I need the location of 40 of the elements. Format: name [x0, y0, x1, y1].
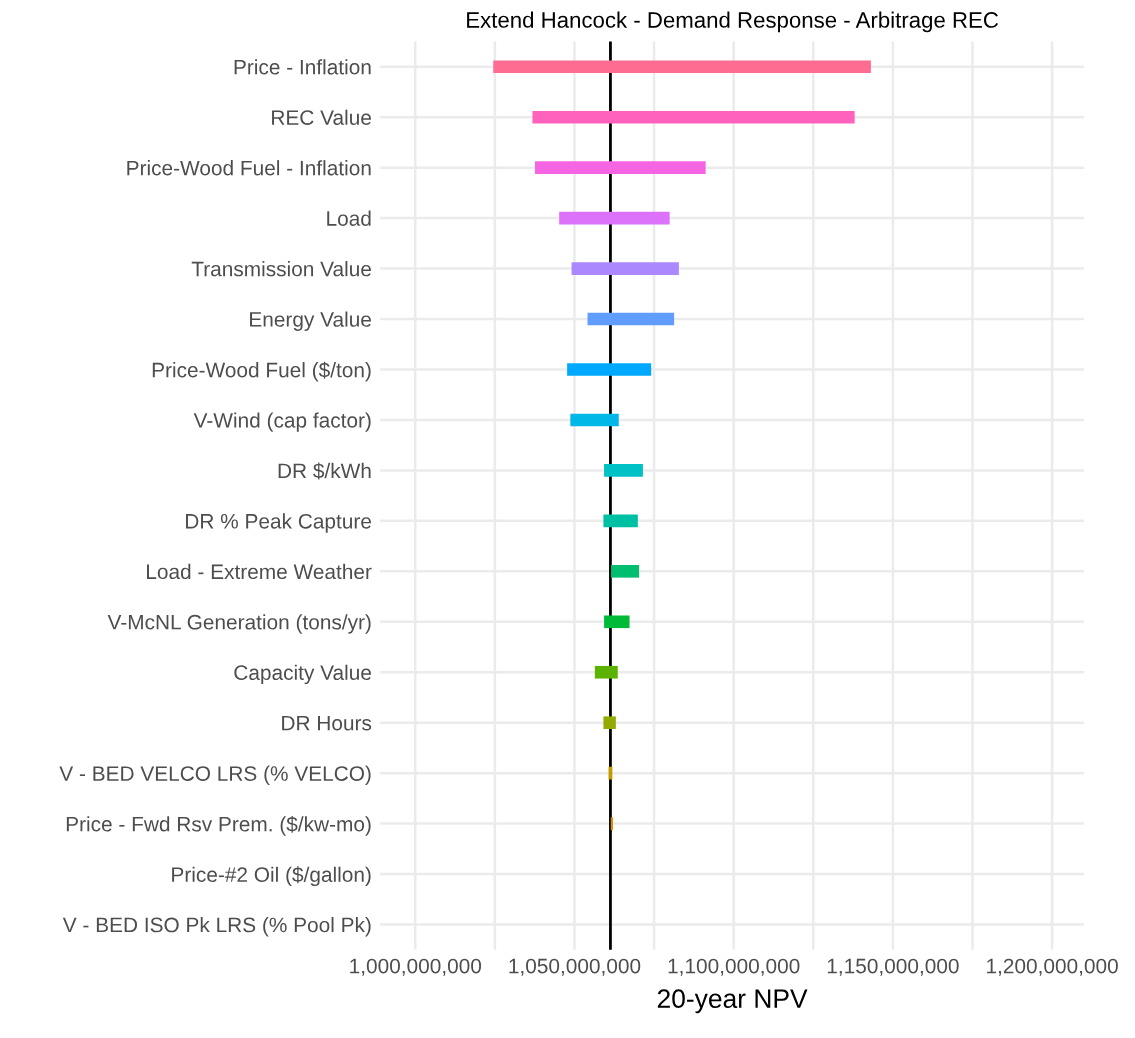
- x-tick-label: 1,150,000,000: [827, 958, 959, 976]
- y-tick-label: Energy Value: [250, 311, 371, 331]
- x-tick-label: 1,050,000,000: [509, 958, 641, 976]
- bar: [594, 665, 618, 679]
- bar: [604, 464, 643, 477]
- bar: [534, 161, 706, 174]
- y-tick-label: Price-#2 Oil ($/gallon): [172, 866, 371, 887]
- bar: [603, 514, 638, 528]
- y-tick-label: Capacity Value: [234, 664, 371, 685]
- y-tick-label: DR % Peak Capture: [186, 513, 371, 533]
- bar: [603, 716, 616, 730]
- x-axis-title: 20-year NPV: [657, 989, 808, 1014]
- bar: [559, 211, 670, 225]
- y-tick-label: V - BED VELCO LRS (% VELCO): [59, 765, 371, 786]
- y-tick-label: V-McNL Generation (tons/yr): [107, 614, 371, 634]
- bar: [493, 60, 871, 74]
- y-tick-label: DR $/kWh: [278, 462, 371, 480]
- y-tick-label: Price - Inflation: [234, 59, 371, 75]
- bar: [567, 363, 652, 376]
- x-tick-label: 1,100,000,000: [668, 958, 800, 976]
- bar: [532, 110, 855, 124]
- y-tick-label: Load: [327, 210, 371, 226]
- y-tick-label: Price-Wood Fuel ($/ton): [152, 361, 371, 382]
- y-tick-label: REC Value: [272, 109, 371, 125]
- y-tick-label: Price-Wood Fuel - Inflation: [127, 160, 371, 176]
- y-tick-label: Load - Extreme Weather: [147, 563, 372, 580]
- bar: [604, 615, 630, 629]
- bar: [587, 312, 675, 326]
- x-tick-label: 1,000,000,000: [350, 958, 482, 976]
- y-tick-label: Price - Fwd Rsv Prem. ($/kw-mo): [66, 815, 371, 836]
- y-tick-label: DR Hours: [282, 715, 372, 731]
- bar: [611, 565, 640, 578]
- y-tick-label: Transmission Value: [191, 261, 371, 277]
- chart-title: Extend Hancock - Demand Response - Arbitrage REC: [467, 11, 999, 33]
- y-tick-label: V - BED ISO Pk LRS (% Pool Pk): [62, 916, 371, 937]
- x-tick-label: 1,200,000,000: [987, 958, 1118, 976]
- y-tick-label: V-Wind (cap factor): [193, 412, 371, 432]
- bar: [610, 817, 613, 830]
- bar: [571, 262, 679, 275]
- bar: [570, 413, 619, 427]
